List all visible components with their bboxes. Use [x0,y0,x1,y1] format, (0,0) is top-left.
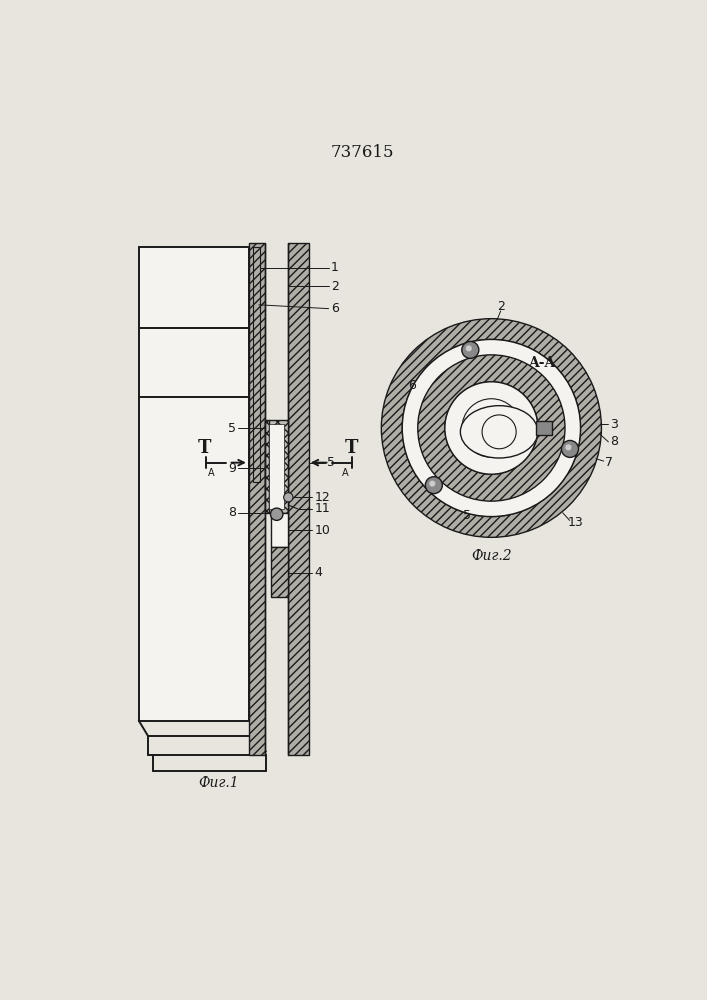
Bar [537,421,552,435]
Text: 5: 5 [462,509,471,522]
Circle shape [466,345,472,351]
Text: 9: 9 [228,462,235,475]
Text: 1: 1 [331,261,339,274]
Text: T: T [198,439,211,457]
Circle shape [284,493,293,502]
Wedge shape [381,319,602,537]
Circle shape [462,399,521,457]
Circle shape [429,481,436,487]
Text: 12: 12 [315,491,330,504]
Text: 13: 13 [567,516,583,529]
Text: 8: 8 [610,435,618,448]
Circle shape [561,440,578,457]
Text: 2: 2 [497,300,505,313]
Circle shape [445,382,538,474]
Circle shape [402,339,580,517]
Ellipse shape [460,406,538,458]
Text: 2: 2 [331,280,339,293]
Circle shape [566,444,571,450]
Bar [271,513,288,547]
Bar [271,547,288,597]
Text: 3: 3 [610,418,618,431]
Text: T: T [345,439,358,457]
Text: 8: 8 [228,506,235,519]
Bar [249,243,265,755]
Text: A-A: A-A [528,356,556,370]
Bar [253,247,259,482]
Text: 11: 11 [315,502,330,515]
Text: Фиг.1: Фиг.1 [198,776,239,790]
Circle shape [482,415,516,449]
Text: Фиг.2: Фиг.2 [471,549,512,563]
Text: 6: 6 [409,379,416,392]
Bar [265,420,288,513]
Circle shape [426,477,443,494]
Bar [288,243,309,755]
Text: 4: 4 [315,566,322,579]
Text: A: A [208,468,214,478]
Circle shape [462,341,479,358]
Text: 10: 10 [315,524,331,537]
Text: 6: 6 [331,302,339,315]
Text: 737615: 737615 [330,144,394,161]
Text: 5: 5 [228,422,235,434]
Text: 5: 5 [327,456,335,469]
Text: A: A [342,468,349,478]
Wedge shape [418,355,565,501]
Bar [269,424,284,509]
Text: 7: 7 [605,456,613,469]
Bar [139,247,249,721]
Circle shape [271,508,283,520]
